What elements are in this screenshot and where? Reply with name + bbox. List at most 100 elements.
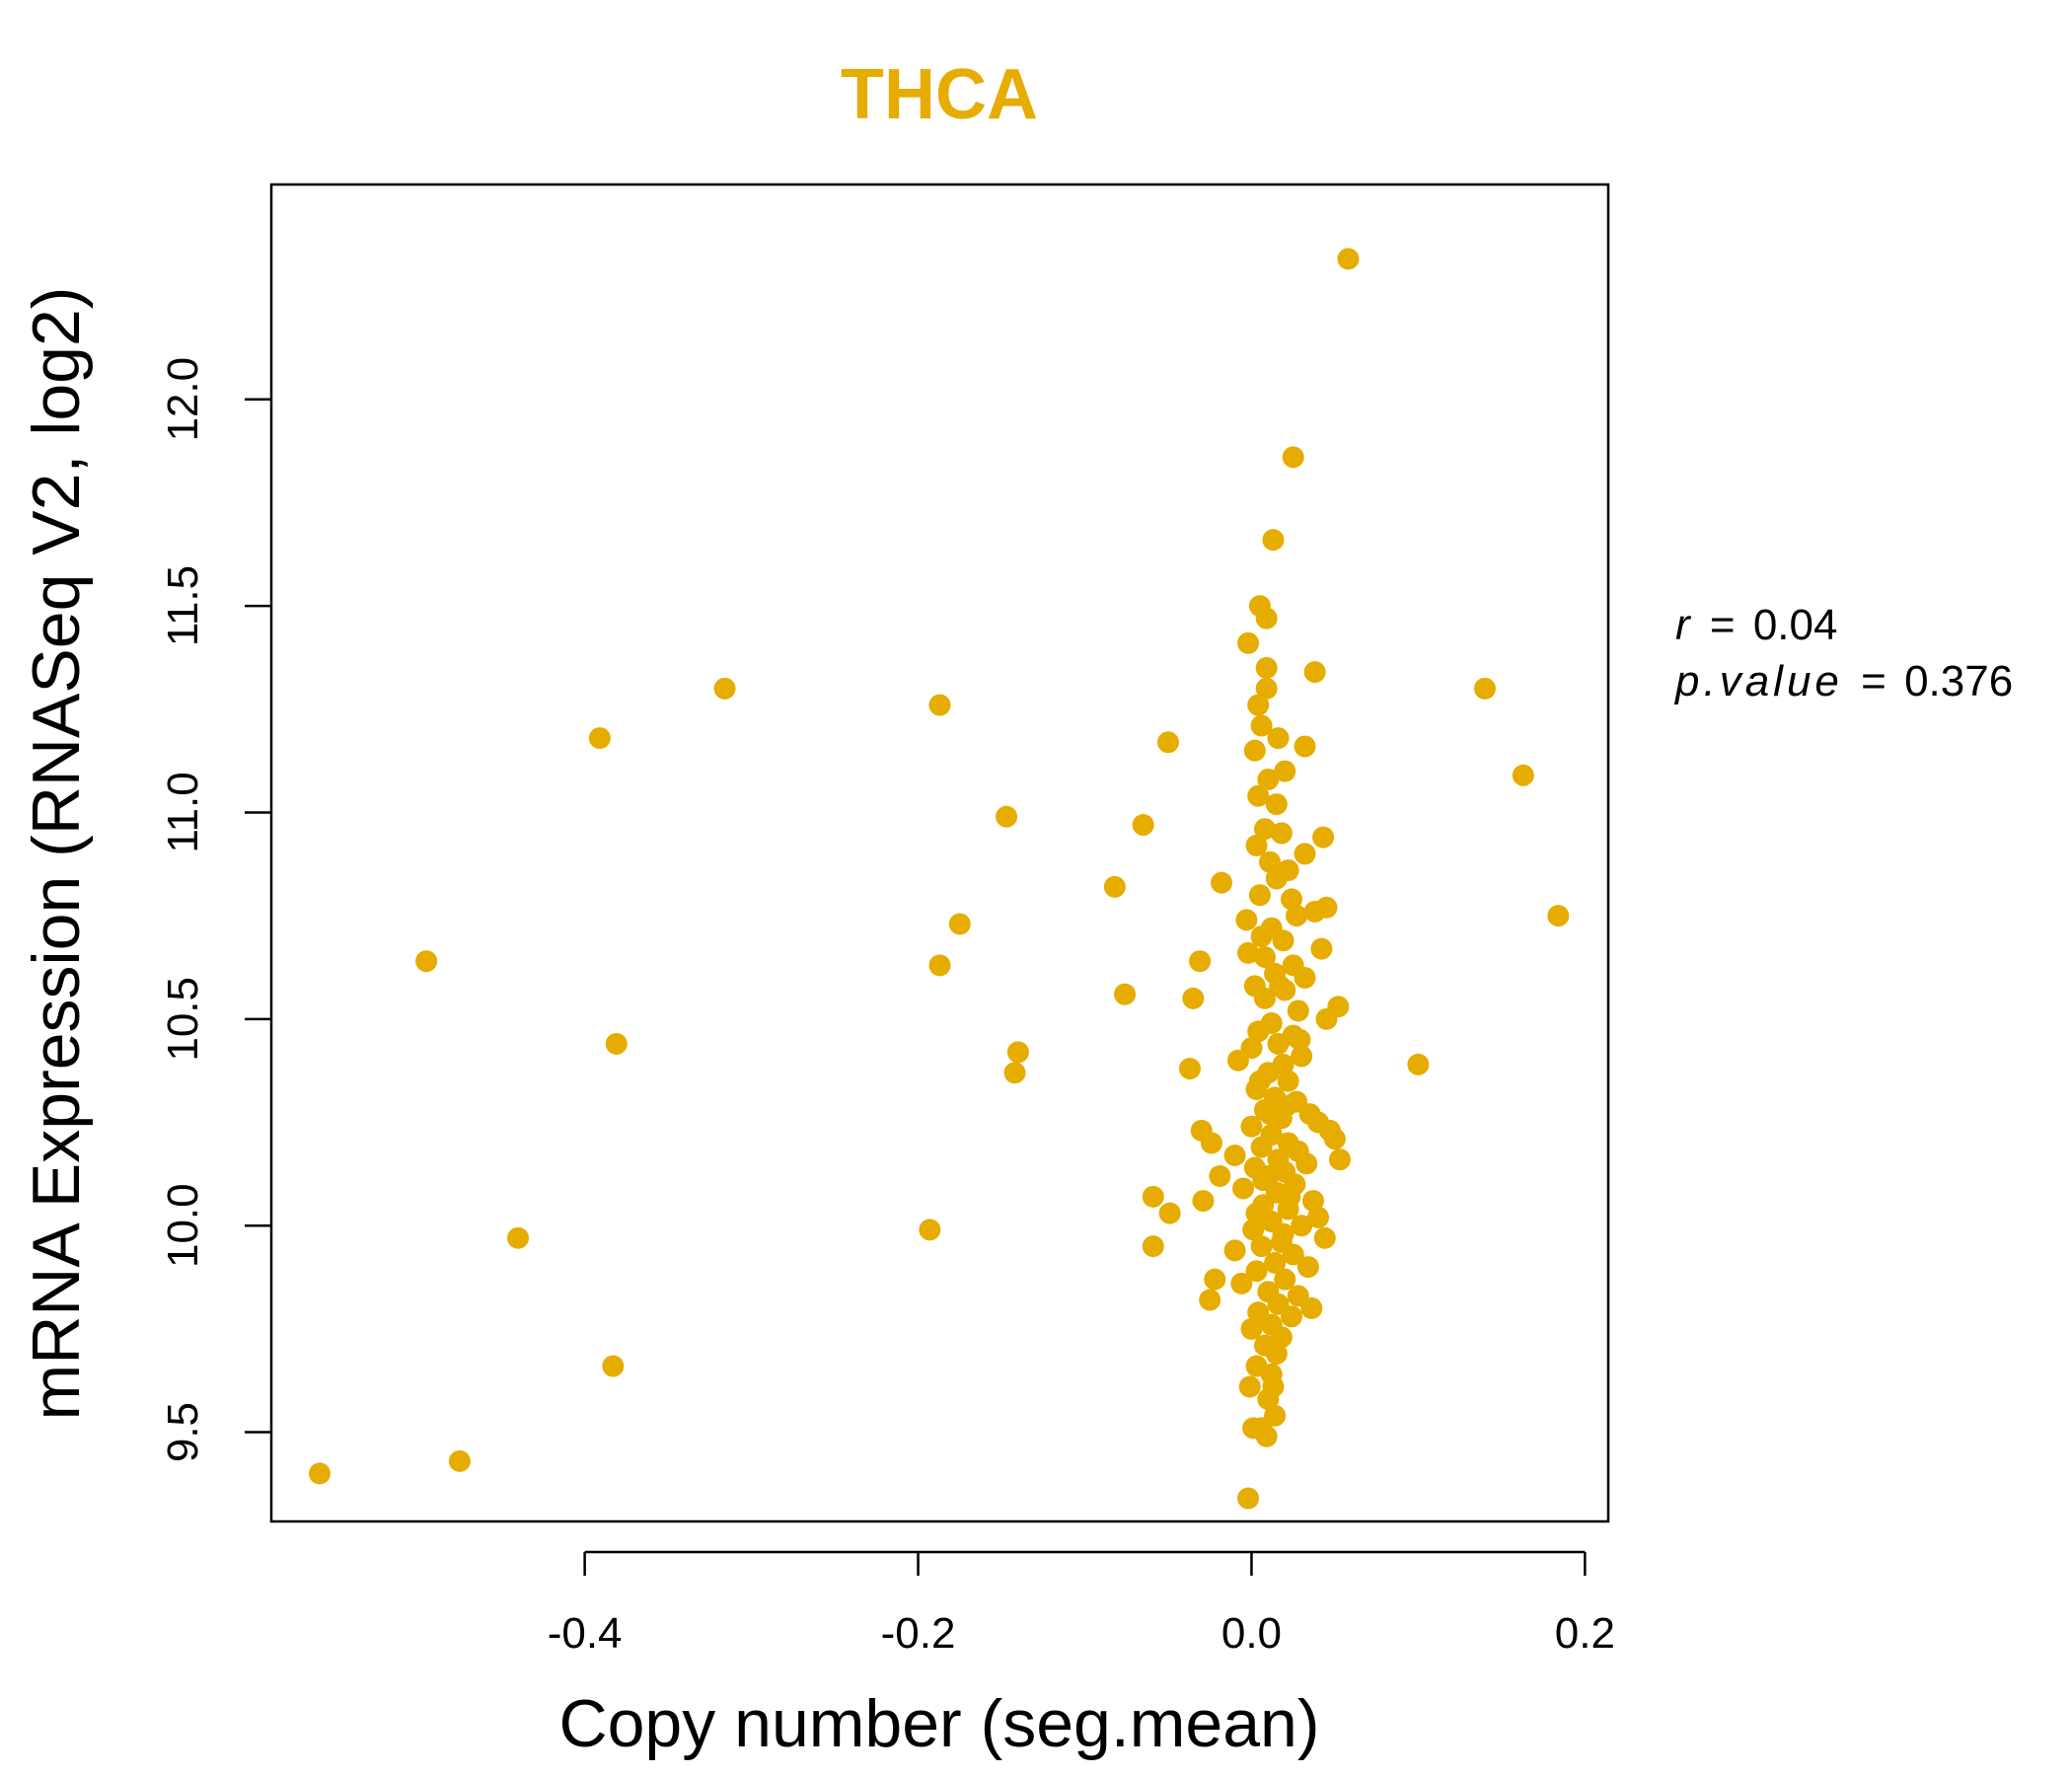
chart-title: THCA	[841, 55, 1038, 134]
x-tick-label: 0.0	[1221, 1609, 1282, 1658]
data-point	[1253, 818, 1276, 841]
data-point	[1272, 1222, 1295, 1245]
x-axis-label: Copy number (seg.mean)	[558, 1686, 1319, 1761]
p-value: 0.376	[1904, 657, 2013, 705]
data-point	[1189, 950, 1212, 973]
data-point	[1230, 1272, 1253, 1295]
data-point	[1274, 1268, 1296, 1291]
data-point	[1237, 941, 1260, 964]
data-point	[1267, 727, 1290, 750]
data-point	[1270, 822, 1293, 845]
data-point	[1280, 1305, 1302, 1328]
data-point	[1240, 1317, 1263, 1340]
data-point	[1247, 1020, 1270, 1043]
y-tick-label: 9.5	[159, 1402, 207, 1462]
data-point	[928, 954, 951, 977]
p-symbol: p.value	[1673, 657, 1843, 705]
data-point	[1282, 446, 1304, 469]
data-point	[1242, 1219, 1265, 1241]
y-tick-label: 12.0	[159, 357, 207, 442]
data-point	[1307, 1206, 1330, 1228]
data-point	[1223, 1239, 1246, 1262]
data-point	[1250, 925, 1273, 948]
y-tick-label: 11.5	[159, 565, 207, 646]
y-tick-label: 11.0	[159, 772, 207, 852]
data-point	[1337, 248, 1360, 270]
data-point	[1407, 1053, 1430, 1075]
data-point	[1267, 1032, 1290, 1055]
data-point	[1275, 1094, 1297, 1117]
data-point	[1235, 909, 1258, 931]
data-point	[1264, 1251, 1287, 1274]
data-point	[1114, 983, 1137, 1005]
data-point	[448, 1449, 471, 1472]
data-point	[1265, 1342, 1288, 1365]
data-point	[308, 1462, 331, 1485]
p-value-stat: p.value = 0.376	[1673, 657, 2013, 705]
data-point	[1303, 661, 1326, 684]
data-point	[1247, 694, 1270, 716]
data-point	[602, 1355, 625, 1377]
data-point	[1259, 851, 1282, 873]
r-equals: =	[1710, 601, 1736, 649]
r-value: 0.04	[1753, 601, 1838, 649]
data-point	[1259, 1103, 1282, 1126]
data-point	[1245, 1202, 1268, 1224]
data-point	[919, 1219, 941, 1241]
data-point	[1294, 843, 1316, 865]
data-point	[1247, 784, 1270, 807]
data-point	[1277, 1070, 1299, 1092]
data-point	[1300, 1296, 1323, 1319]
data-point	[1296, 1256, 1319, 1279]
data-point	[1182, 987, 1205, 1009]
data-point	[1142, 1185, 1164, 1208]
data-point	[1282, 1243, 1304, 1266]
data-point	[1295, 1152, 1318, 1175]
data-point	[1252, 1169, 1275, 1192]
data-point	[1291, 1045, 1313, 1068]
data-point	[1200, 1132, 1222, 1154]
data-point	[1289, 1028, 1311, 1051]
y-axis-label: mRNA Expression (RNASeq V2, log2)	[19, 287, 94, 1421]
data-point	[1272, 929, 1295, 952]
data-point	[1287, 999, 1309, 1022]
data-point	[1142, 1235, 1164, 1258]
data-point	[1003, 1062, 1026, 1084]
data-point	[1279, 1185, 1301, 1208]
data-point	[1315, 1007, 1338, 1030]
data-point	[1255, 607, 1278, 629]
data-point	[1262, 529, 1285, 552]
data-point	[1291, 1215, 1313, 1237]
data-point	[1204, 1268, 1226, 1291]
data-point	[1265, 867, 1288, 890]
x-tick-label: -0.2	[881, 1609, 956, 1658]
data-point	[996, 805, 1018, 828]
data-point	[1250, 714, 1273, 737]
y-axis: 9.5 10.0 10.5 11.0 11.5 12.0	[159, 357, 271, 1462]
data-point	[1301, 1190, 1324, 1213]
data-point	[1237, 1487, 1260, 1510]
data-point	[1231, 1177, 1254, 1200]
data-point	[1253, 987, 1276, 1009]
x-tick-label: -0.4	[548, 1609, 623, 1658]
data-point	[1192, 1190, 1215, 1213]
data-point	[1245, 834, 1268, 856]
data-point	[605, 1032, 628, 1055]
data-point	[1158, 1202, 1181, 1224]
data-point	[1250, 1136, 1273, 1158]
data-point	[1274, 760, 1296, 782]
data-point	[1250, 1235, 1273, 1258]
data-point	[1310, 937, 1333, 960]
data-point	[507, 1226, 530, 1249]
data-point	[1257, 768, 1280, 790]
data-point	[1257, 1388, 1280, 1411]
data-point	[1313, 1226, 1336, 1249]
data-point	[1253, 946, 1276, 969]
data-point	[1237, 631, 1260, 654]
data-point	[948, 913, 971, 935]
data-point	[1006, 1041, 1029, 1064]
r-symbol: r	[1675, 601, 1692, 649]
data-point	[1240, 1115, 1263, 1138]
data-point	[415, 950, 438, 973]
data-point	[1178, 1058, 1201, 1080]
